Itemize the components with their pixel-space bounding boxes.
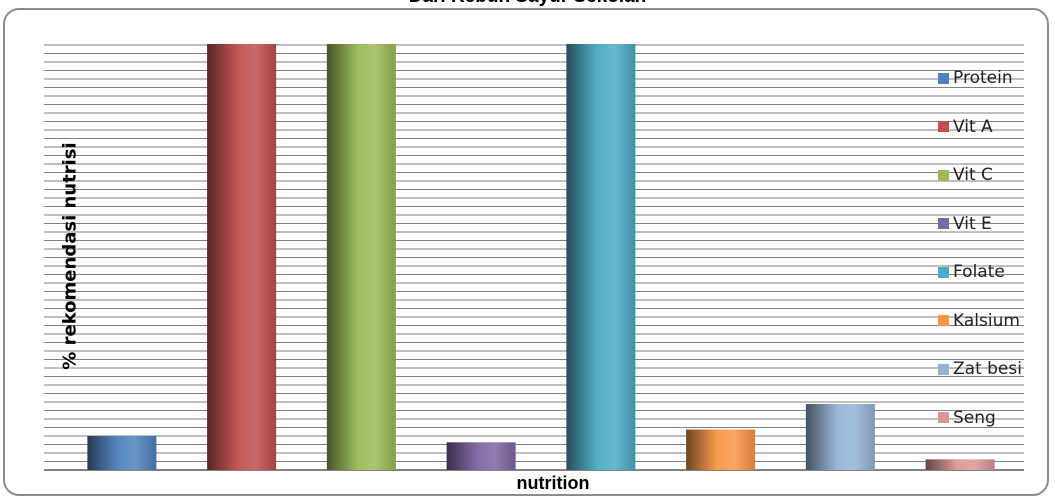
legend-label: Vit E [953,213,992,234]
legend-label: Seng [953,407,996,428]
legend-item: Zat besi [938,358,1022,380]
bar-seng [925,459,995,470]
legend-label: Folate [953,262,1005,282]
legend-swatch [938,121,949,132]
legend-label: Vit A [953,116,993,137]
legend-swatch [938,266,949,278]
legend-label: Zat besi [953,359,1022,379]
bar-zat-besi [805,403,875,470]
gridlines [44,44,1024,471]
legend-swatch [938,218,949,229]
legend-label: Kalsium [953,310,1020,331]
legend-swatch [938,412,949,423]
bars [87,44,995,470]
y-axis-label: % rekomendasi nutrisi [59,142,81,370]
legend-item: Vit E [938,213,992,235]
x-axis-label: nutrition [516,473,590,493]
legend-label: Protein [953,68,1013,88]
legend-item: Vit A [938,116,993,138]
legend-item: Kalsium [938,310,1020,332]
chart-title: Dari Kebun Sayur Sekolah [0,0,1055,8]
legend-item: Vit C [938,164,993,186]
bar-protein [87,435,157,470]
legend-item: Folate [938,261,1005,283]
bar-vit-a [207,44,277,470]
legend-item: Protein [938,67,1013,89]
bar-vit-e [446,442,516,470]
legend-swatch [938,169,949,181]
bar-folate [566,44,636,470]
legend-item: Seng [938,407,996,429]
legend-swatch [938,363,949,375]
legend-swatch [938,315,949,326]
bar-vit-c [326,44,396,470]
legend-label: Vit C [953,165,993,185]
legend-swatch [938,72,949,84]
bar-kalsium [686,429,756,470]
